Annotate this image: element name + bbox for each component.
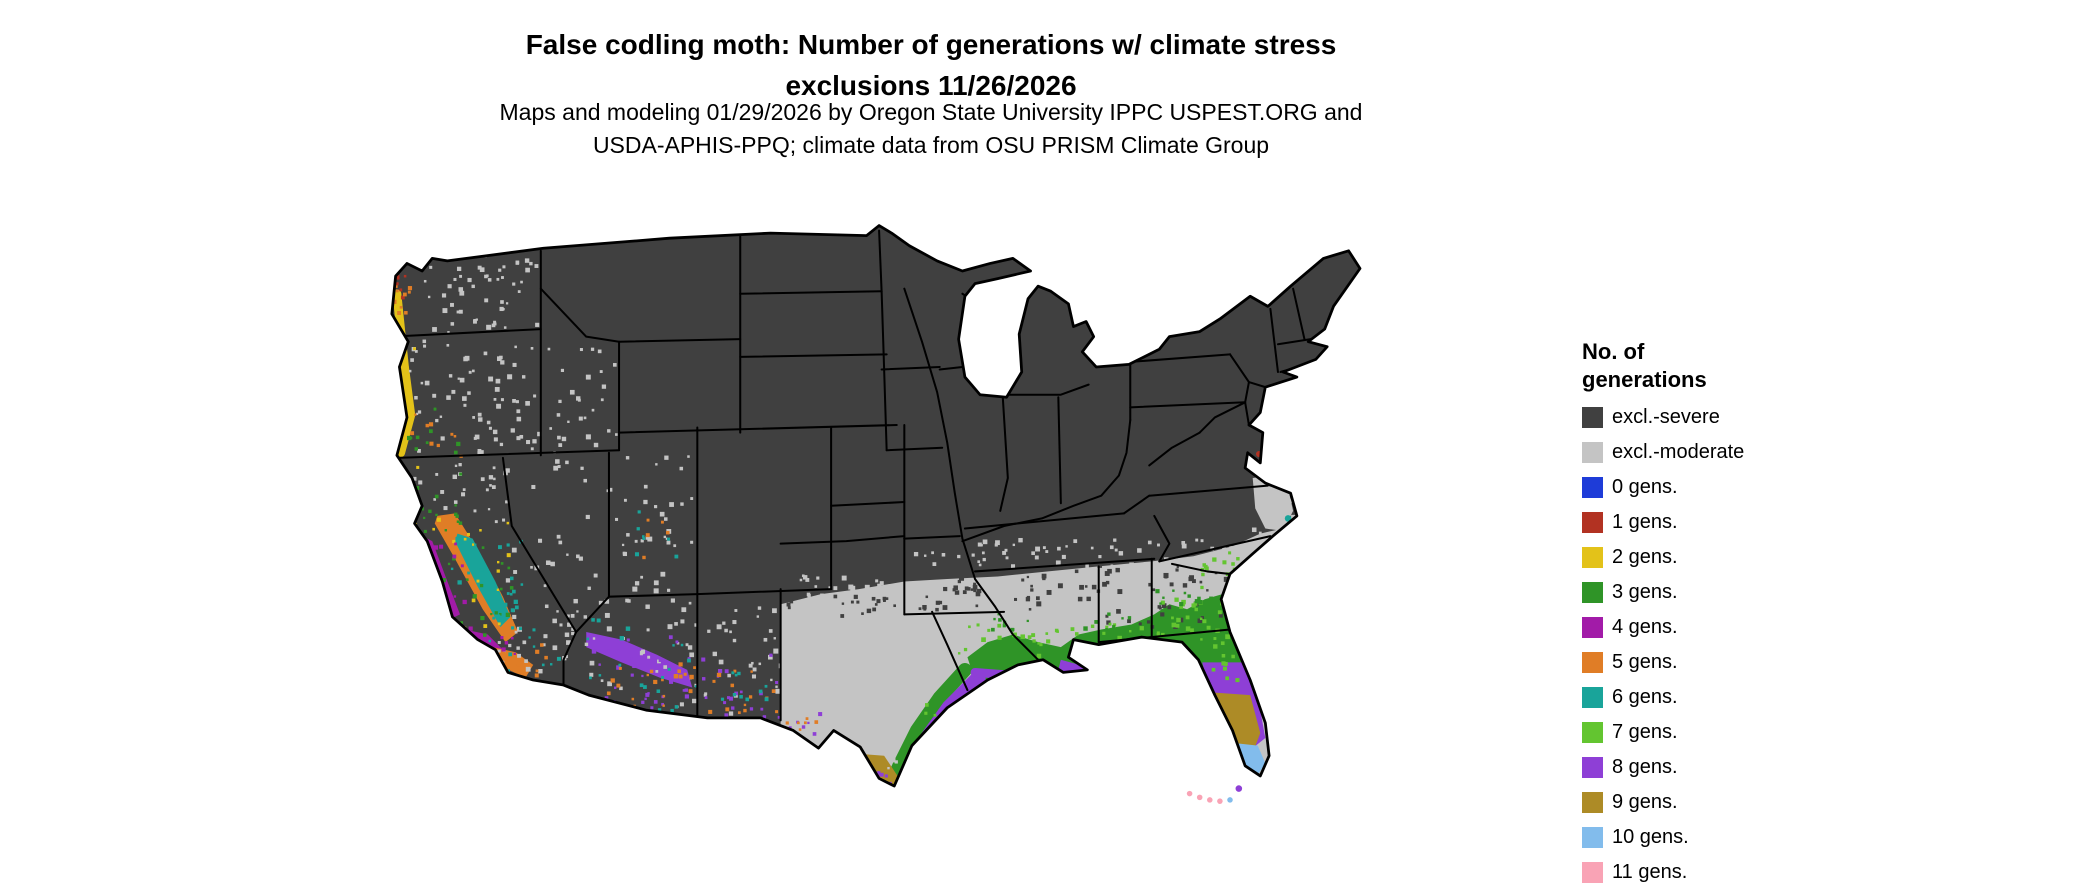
legend-title-line1: No. of [1582,339,1645,364]
legend-item: 5 gens. [1582,651,1802,673]
legend-label: 7 gens. [1612,721,1678,743]
legend-label: 0 gens. [1612,476,1678,498]
legend-item: excl.-moderate [1582,441,1802,463]
map-title-line2: exclusions 11/26/2026 [785,70,1077,101]
legend-swatch [1582,546,1603,568]
legend-label: 1 gens. [1612,511,1678,533]
legend-items: excl.-severe excl.-moderate 0 gens. 1 ge… [1582,406,1802,883]
header: False codling moth: Number of generation… [0,24,1862,106]
legend-swatch [1582,756,1603,778]
map-subtitle: Maps and modeling 01/29/2026 by Oregon S… [0,96,1862,162]
legend-swatch [1582,721,1603,743]
legend-label: 9 gens. [1612,791,1678,813]
legend: No. of generations excl.-severe excl.-mod… [1582,338,1802,896]
us-outline [390,224,1362,788]
us-map-svg [390,224,1362,804]
nc-coast-teal-speck [1284,515,1292,522]
legend-label: 8 gens. [1612,756,1678,778]
florida-olive-region [1214,692,1261,754]
legend-label: 5 gens. [1612,651,1678,673]
legend-label: 10 gens. [1612,826,1689,848]
us-map [316,218,1528,888]
map-subtitle-line1: Maps and modeling 01/29/2026 by Oregon S… [499,99,1363,125]
south-texas-lightblue-tip [884,786,894,796]
legend-title: No. of generations [1582,338,1802,394]
florida-keys [1186,785,1243,804]
map-title-line1: False codling moth: Number of generation… [525,29,1337,60]
land-fills [391,225,1361,796]
legend-label: 11 gens. [1612,861,1688,883]
state-borders [391,229,1317,722]
map-subtitle-line2: USDA-APHIS-PPQ; climate data from OSU PR… [592,132,1270,158]
severe-region [391,225,1361,787]
arizona-purple-band [586,632,693,688]
legend-swatch [1582,511,1603,533]
legend-swatch [1582,476,1603,498]
map-title: False codling moth: Number of generation… [0,24,1862,106]
legend-swatch [1582,406,1603,428]
legend-label: 3 gens. [1612,581,1678,603]
legend-swatch [1582,826,1603,848]
legend-label: excl.-moderate [1612,441,1745,463]
legend-swatch [1582,616,1603,638]
legend-swatch [1582,861,1603,883]
legend-label: 2 gens. [1612,546,1678,568]
legend-item: 11 gens. [1582,861,1802,883]
legend-swatch [1582,581,1603,603]
legend-item: 4 gens. [1582,616,1802,638]
legend-item: excl.-severe [1582,406,1802,428]
legend-item: 9 gens. [1582,791,1802,813]
legend-item: 7 gens. [1582,721,1802,743]
legend-swatch [1582,441,1603,463]
legend-label: excl.-severe [1612,406,1720,428]
legend-swatch [1582,651,1603,673]
legend-item: 10 gens. [1582,826,1802,848]
legend-swatch [1582,791,1603,813]
legend-item: 2 gens. [1582,546,1802,568]
legend-label: 6 gens. [1612,686,1678,708]
legend-label: 4 gens. [1612,616,1678,638]
legend-item: 0 gens. [1582,476,1802,498]
legend-item: 8 gens. [1582,756,1802,778]
sierra-foothills [454,533,511,627]
legend-title-line2: generations [1582,367,1707,392]
legend-item: 6 gens. [1582,686,1802,708]
legend-item: 3 gens. [1582,581,1802,603]
speckle-texture [391,252,1298,787]
legend-item: 1 gens. [1582,511,1802,533]
texas-green-strip [882,662,972,787]
legend-swatch [1582,686,1603,708]
